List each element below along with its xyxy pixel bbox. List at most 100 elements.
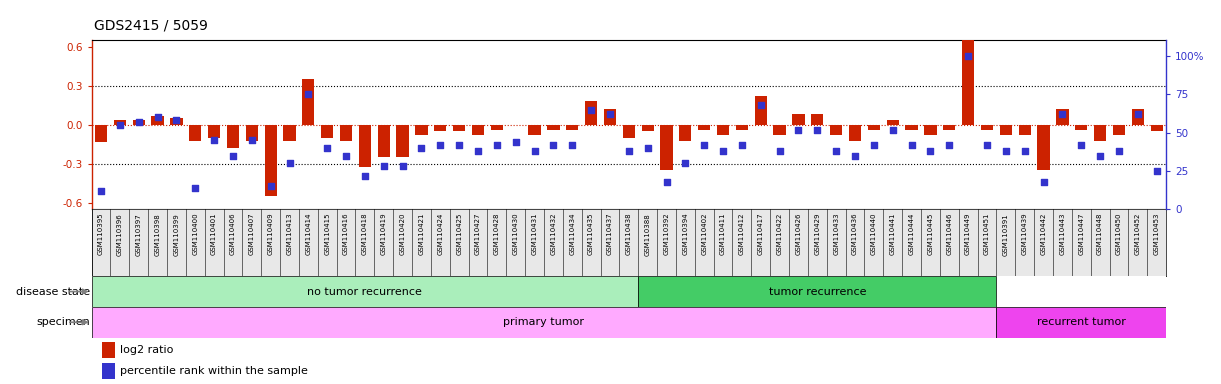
- Text: GSM110437: GSM110437: [607, 213, 613, 255]
- Point: [1128, 111, 1148, 117]
- Point: [299, 91, 319, 97]
- Bar: [283, 125, 295, 141]
- Text: GSM110388: GSM110388: [645, 213, 651, 256]
- Point: [637, 145, 657, 151]
- Text: GSM110429: GSM110429: [814, 213, 821, 255]
- Text: GSM110400: GSM110400: [192, 213, 198, 255]
- Text: GSM110440: GSM110440: [871, 213, 877, 255]
- Bar: [755, 96, 767, 125]
- Text: GSM110419: GSM110419: [381, 213, 387, 255]
- Text: log2 ratio: log2 ratio: [120, 345, 173, 355]
- Text: GSM110413: GSM110413: [287, 213, 293, 255]
- Bar: [849, 125, 861, 141]
- Point: [939, 142, 958, 148]
- Text: GSM110412: GSM110412: [739, 213, 745, 255]
- Text: GSM110447: GSM110447: [1078, 213, 1084, 255]
- Text: GSM110450: GSM110450: [1116, 213, 1122, 255]
- Text: GSM110398: GSM110398: [155, 213, 160, 256]
- Point: [261, 183, 281, 189]
- Point: [280, 160, 299, 166]
- Text: GSM110442: GSM110442: [1040, 213, 1046, 255]
- Bar: [359, 125, 371, 167]
- Point: [468, 148, 487, 154]
- Point: [204, 137, 223, 143]
- Point: [977, 142, 996, 148]
- Bar: [1038, 125, 1050, 170]
- Point: [921, 148, 940, 154]
- Point: [958, 53, 978, 59]
- Bar: [227, 125, 239, 148]
- Bar: [471, 125, 485, 135]
- Text: GSM110407: GSM110407: [249, 213, 255, 255]
- Bar: [811, 114, 823, 125]
- Bar: [170, 118, 182, 125]
- Point: [563, 142, 582, 148]
- Bar: [604, 109, 617, 125]
- Text: GSM110416: GSM110416: [343, 213, 349, 255]
- Text: primary tumor: primary tumor: [503, 317, 585, 327]
- Text: GSM110425: GSM110425: [457, 213, 463, 255]
- Text: GSM110418: GSM110418: [361, 213, 368, 255]
- Bar: [339, 125, 352, 141]
- Point: [317, 145, 337, 151]
- Point: [713, 148, 733, 154]
- Point: [733, 142, 752, 148]
- Text: GDS2415 / 5059: GDS2415 / 5059: [94, 19, 208, 33]
- Bar: [943, 125, 955, 130]
- Text: GSM110392: GSM110392: [663, 213, 669, 255]
- Point: [223, 152, 243, 159]
- Text: no tumor recurrence: no tumor recurrence: [308, 286, 422, 296]
- Point: [996, 148, 1016, 154]
- Text: GSM110422: GSM110422: [777, 213, 783, 255]
- Text: GSM110435: GSM110435: [589, 213, 595, 255]
- Text: percentile rank within the sample: percentile rank within the sample: [120, 366, 308, 376]
- Bar: [1132, 109, 1144, 125]
- Bar: [1094, 125, 1106, 141]
- Bar: [103, 363, 115, 379]
- Point: [449, 142, 469, 148]
- Text: GSM110436: GSM110436: [852, 213, 858, 255]
- Text: specimen: specimen: [35, 317, 89, 327]
- Bar: [585, 101, 597, 125]
- Bar: [962, 40, 974, 125]
- Text: GSM110446: GSM110446: [946, 213, 952, 255]
- Bar: [303, 79, 315, 125]
- Point: [242, 137, 261, 143]
- Text: GSM110433: GSM110433: [833, 213, 839, 255]
- Text: GSM110402: GSM110402: [701, 213, 707, 255]
- Text: GSM110439: GSM110439: [1022, 213, 1028, 255]
- Point: [355, 172, 375, 179]
- Bar: [435, 125, 447, 131]
- Bar: [529, 125, 541, 135]
- Bar: [208, 125, 220, 138]
- Point: [581, 106, 601, 113]
- Text: GSM110443: GSM110443: [1060, 213, 1066, 255]
- Point: [619, 148, 639, 154]
- Text: GSM110449: GSM110449: [965, 213, 971, 255]
- Bar: [1076, 125, 1088, 130]
- Point: [902, 142, 922, 148]
- Text: GSM110391: GSM110391: [1002, 213, 1009, 256]
- Point: [770, 148, 790, 154]
- Bar: [773, 125, 786, 135]
- Point: [1015, 148, 1034, 154]
- Bar: [189, 125, 201, 141]
- Text: GSM110396: GSM110396: [117, 213, 123, 256]
- Text: GSM110424: GSM110424: [437, 213, 443, 255]
- Bar: [792, 114, 805, 125]
- Point: [864, 142, 884, 148]
- Point: [505, 139, 525, 145]
- Point: [148, 114, 167, 120]
- Text: recurrent tumor: recurrent tumor: [1037, 317, 1126, 327]
- Bar: [491, 125, 503, 130]
- Bar: [1112, 125, 1125, 135]
- Bar: [103, 342, 115, 358]
- Text: GSM110430: GSM110430: [513, 213, 519, 255]
- Bar: [980, 125, 993, 130]
- Bar: [245, 125, 258, 141]
- Point: [883, 126, 902, 132]
- Point: [374, 163, 393, 169]
- Text: GSM110445: GSM110445: [928, 213, 933, 255]
- Text: GSM110399: GSM110399: [173, 213, 179, 256]
- Bar: [906, 125, 918, 130]
